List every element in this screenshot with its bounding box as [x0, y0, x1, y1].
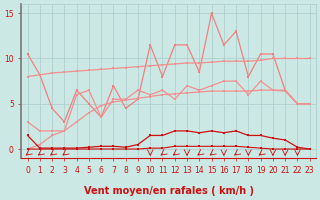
X-axis label: Vent moyen/en rafales ( km/h ): Vent moyen/en rafales ( km/h )	[84, 186, 254, 196]
